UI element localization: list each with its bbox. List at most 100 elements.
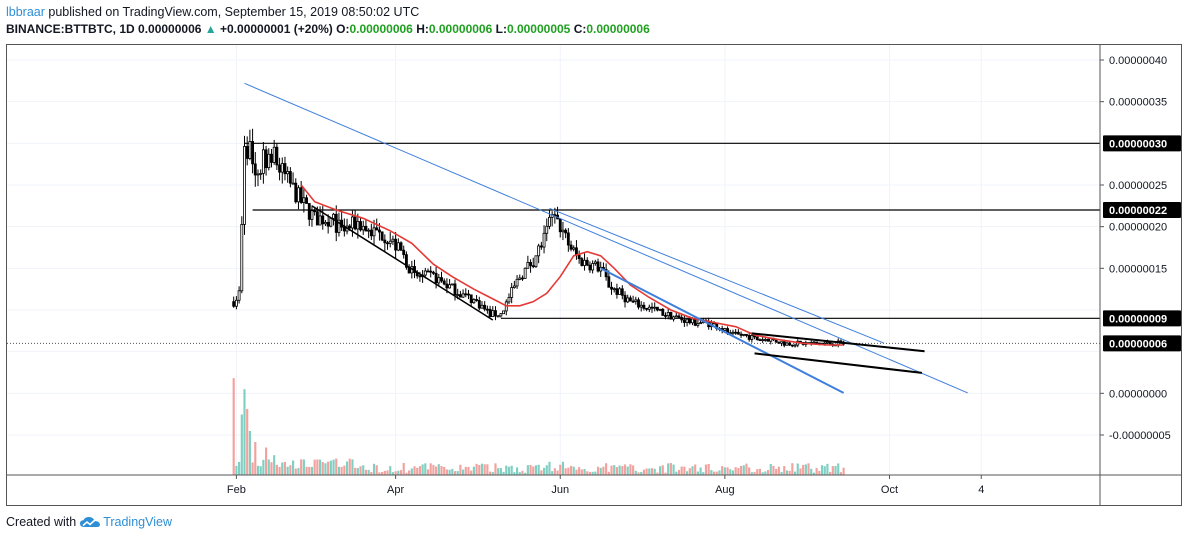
candle-body — [734, 331, 738, 334]
volume-bar — [572, 466, 575, 475]
candle-body — [458, 294, 462, 298]
volume-bar — [335, 458, 338, 475]
candle-body — [380, 231, 384, 241]
low-value: 0.00000005 — [506, 22, 571, 36]
volume-bar — [672, 464, 675, 475]
chart-area[interactable]: 0.00000040 0.00000035 0.00000025 0.00000020… — [6, 44, 1182, 506]
volume-bar — [702, 472, 705, 475]
time-tick-label: Apr — [387, 484, 404, 496]
volume-bar — [731, 470, 735, 475]
volume-bar — [529, 464, 532, 475]
candle-body — [448, 284, 452, 289]
candle-body — [588, 264, 592, 271]
volume-bar — [621, 466, 624, 475]
volume-bar — [656, 472, 659, 475]
volume-bar — [394, 471, 397, 475]
moving-average-line — [300, 184, 844, 346]
candle-body — [790, 344, 794, 347]
volume-bar — [756, 469, 759, 475]
candle-body — [607, 276, 611, 288]
volume-bar — [748, 467, 751, 475]
volume-bar — [262, 459, 265, 475]
candle-body — [434, 272, 438, 284]
time-tick-label: Aug — [715, 484, 735, 496]
volume-bar — [402, 462, 405, 475]
candle-body — [364, 225, 368, 232]
volume-bar — [340, 466, 343, 475]
candle-body — [485, 308, 489, 311]
candle-body — [564, 229, 568, 234]
volume-bar — [456, 471, 459, 475]
volume-bar — [370, 472, 373, 475]
volume-bar — [324, 463, 327, 475]
volume-bar — [729, 469, 732, 475]
candle-body — [275, 146, 279, 166]
volume-bar — [345, 461, 349, 475]
volume-bar — [451, 468, 454, 475]
candle-body — [248, 141, 252, 159]
candle-body — [315, 211, 319, 226]
tradingview-brand[interactable]: TradingView — [103, 515, 172, 529]
volume-bar — [453, 471, 457, 475]
candle-body — [658, 308, 662, 311]
volume-bar — [542, 467, 546, 475]
volume-bar — [383, 470, 386, 475]
volume-bar — [445, 469, 448, 475]
volume-bar — [283, 461, 287, 475]
volume-bar — [764, 471, 767, 475]
volume-bar — [494, 463, 497, 475]
candle-body — [604, 269, 608, 278]
triangle-up-icon: ▲ — [204, 22, 217, 36]
candle-body — [259, 173, 263, 175]
volume-bar — [559, 464, 562, 475]
candle-body — [626, 297, 630, 303]
candle-body — [286, 171, 290, 175]
volume-bar — [826, 463, 829, 475]
candle-body — [782, 341, 786, 346]
candle-body — [461, 293, 465, 298]
volume-bar — [640, 471, 643, 475]
volume-bar — [354, 467, 357, 475]
volume-bar — [440, 466, 443, 475]
candle-body — [580, 258, 584, 266]
price-tick-label: 0.00000000 — [1109, 388, 1167, 400]
candle-body — [342, 226, 346, 232]
candle-body — [240, 224, 244, 292]
candle-body — [612, 288, 616, 291]
price-chart[interactable]: 0.00000040 0.00000035 0.00000025 0.00000020… — [6, 44, 1182, 506]
candle-body — [483, 304, 487, 310]
volume-bar — [459, 464, 462, 475]
volume-bar — [265, 447, 268, 475]
candle-body — [688, 318, 692, 324]
candle-body — [766, 339, 770, 342]
published-text: published on TradingView.com, September … — [44, 5, 420, 19]
volume-bar — [564, 468, 567, 475]
price-change: +0.00000001 (+20%) — [220, 22, 333, 36]
candle-body — [464, 293, 468, 296]
volume-bar — [362, 465, 365, 475]
candle-body — [521, 277, 524, 280]
candle-body — [391, 238, 395, 242]
candle-body — [615, 288, 619, 295]
volume-bar — [680, 466, 683, 475]
volume-bar — [327, 461, 330, 475]
author-link[interactable]: lbbraar — [6, 5, 45, 19]
volume-bar — [648, 468, 651, 475]
chart-border — [6, 44, 1182, 506]
candle-body — [491, 310, 495, 318]
candle-body — [699, 322, 703, 325]
volume-bar — [321, 462, 324, 475]
trend-line — [244, 82, 968, 394]
time-tick-label: Jun — [551, 484, 569, 496]
candle-body — [472, 299, 476, 304]
candle-body — [515, 278, 519, 287]
candle-body — [383, 239, 387, 244]
volume-bar — [254, 442, 257, 475]
volume-bar — [256, 465, 260, 475]
volume-bar — [329, 460, 332, 475]
volume-bar — [545, 465, 548, 475]
candle-body — [356, 221, 360, 230]
volume-bar — [297, 467, 300, 475]
volume-bar — [578, 467, 581, 475]
volume-bar — [758, 468, 762, 475]
